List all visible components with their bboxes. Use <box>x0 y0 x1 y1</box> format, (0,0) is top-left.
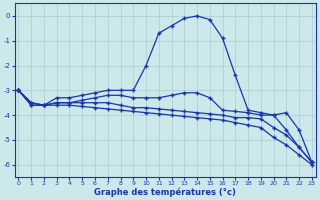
X-axis label: Graphe des températures (°c): Graphe des températures (°c) <box>94 187 236 197</box>
